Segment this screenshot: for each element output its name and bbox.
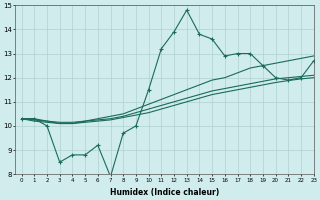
X-axis label: Humidex (Indice chaleur): Humidex (Indice chaleur)	[110, 188, 219, 197]
